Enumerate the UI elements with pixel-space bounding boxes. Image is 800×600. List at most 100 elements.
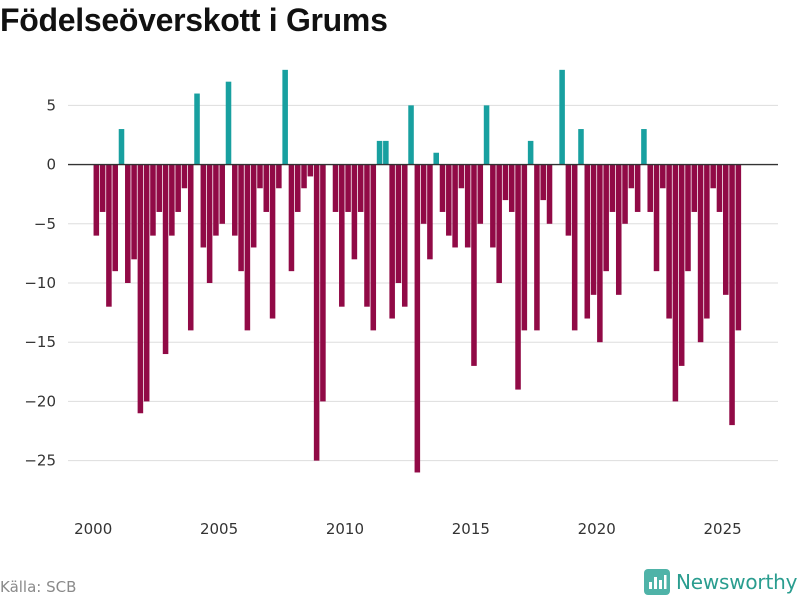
bar bbox=[584, 164, 591, 319]
bar bbox=[313, 164, 320, 461]
source-note: Källa: SCB bbox=[0, 578, 77, 596]
bar bbox=[131, 164, 137, 260]
bar bbox=[288, 164, 295, 272]
bar bbox=[383, 140, 389, 165]
bar bbox=[345, 164, 351, 212]
x-axis-ticks: 2000 2005 2010 2015 2020 2025 bbox=[74, 520, 742, 538]
bar bbox=[200, 164, 207, 248]
bar bbox=[320, 164, 326, 402]
bar bbox=[458, 164, 465, 189]
y-tick-label: −20 bbox=[24, 392, 56, 410]
bar bbox=[603, 164, 609, 272]
bar bbox=[483, 105, 490, 165]
bar bbox=[162, 164, 169, 355]
bar bbox=[376, 140, 383, 165]
bar bbox=[628, 164, 635, 189]
bar bbox=[609, 164, 616, 212]
bar bbox=[722, 164, 729, 295]
bar bbox=[332, 164, 339, 212]
bar bbox=[187, 164, 194, 331]
bar bbox=[433, 152, 439, 165]
bar bbox=[647, 164, 653, 212]
bar bbox=[439, 164, 446, 212]
brand-name: Newsworthy bbox=[676, 570, 798, 594]
x-tick-label: 2020 bbox=[578, 520, 616, 538]
bar bbox=[446, 164, 452, 236]
y-tick-label: −10 bbox=[24, 274, 56, 292]
bar bbox=[672, 164, 679, 402]
bar bbox=[269, 164, 276, 319]
bar bbox=[420, 164, 427, 224]
bar bbox=[276, 164, 282, 189]
y-tick-label: −25 bbox=[24, 452, 56, 470]
bar bbox=[546, 164, 553, 224]
bar bbox=[641, 129, 647, 165]
bar bbox=[181, 164, 188, 189]
bar bbox=[534, 164, 540, 331]
bar bbox=[735, 164, 742, 331]
bar-chart-logo-icon bbox=[644, 569, 670, 595]
bar bbox=[408, 105, 414, 165]
bar bbox=[112, 164, 118, 272]
bar bbox=[527, 140, 534, 165]
bar bbox=[238, 164, 244, 272]
bar bbox=[653, 164, 660, 272]
bar bbox=[615, 164, 622, 295]
bar bbox=[143, 164, 150, 402]
y-tick-label: 0 bbox=[46, 156, 56, 174]
bar bbox=[565, 164, 572, 236]
bar bbox=[99, 164, 106, 212]
bar bbox=[263, 164, 270, 212]
bar bbox=[496, 164, 502, 283]
bar-series bbox=[93, 69, 742, 473]
bar bbox=[194, 93, 200, 165]
bar bbox=[106, 164, 112, 307]
bar bbox=[232, 164, 238, 236]
bar bbox=[118, 129, 125, 165]
bar bbox=[125, 164, 131, 283]
bar bbox=[307, 164, 314, 177]
bar bbox=[282, 69, 288, 165]
bar bbox=[389, 164, 395, 319]
bar bbox=[294, 164, 301, 212]
bar bbox=[351, 164, 358, 260]
bar bbox=[571, 164, 578, 331]
bar bbox=[477, 164, 484, 224]
bar bbox=[219, 164, 225, 224]
bar bbox=[578, 129, 584, 165]
brand-logo[interactable]: Newsworthy bbox=[644, 569, 797, 595]
bar bbox=[729, 164, 735, 426]
bar bbox=[206, 164, 213, 283]
bar bbox=[137, 164, 144, 414]
bar bbox=[225, 81, 232, 165]
bar bbox=[250, 164, 257, 248]
bar bbox=[597, 164, 603, 343]
bar bbox=[622, 164, 628, 224]
bar bbox=[213, 164, 219, 236]
bar bbox=[395, 164, 402, 283]
bar bbox=[704, 164, 710, 319]
bar bbox=[414, 164, 421, 473]
bar bbox=[464, 164, 471, 248]
bar bbox=[660, 164, 666, 189]
bar bbox=[697, 164, 704, 343]
bar bbox=[301, 164, 307, 189]
bar bbox=[691, 164, 698, 212]
bar bbox=[156, 164, 163, 212]
y-tick-label: −5 bbox=[34, 215, 56, 233]
bar bbox=[521, 164, 528, 331]
bar bbox=[559, 69, 565, 165]
bar bbox=[357, 164, 364, 212]
bar bbox=[716, 164, 723, 212]
y-tick-label: 5 bbox=[46, 96, 56, 114]
bar bbox=[634, 164, 641, 212]
bar bbox=[502, 164, 509, 201]
bar bbox=[590, 164, 597, 295]
bar bbox=[169, 164, 175, 236]
bar bbox=[540, 164, 546, 201]
x-tick-label: 2015 bbox=[452, 520, 490, 538]
bar bbox=[244, 164, 251, 331]
y-axis-ticks: 5 0 −5 −10 −15 −20 −25 bbox=[24, 96, 56, 469]
bar bbox=[370, 164, 377, 331]
